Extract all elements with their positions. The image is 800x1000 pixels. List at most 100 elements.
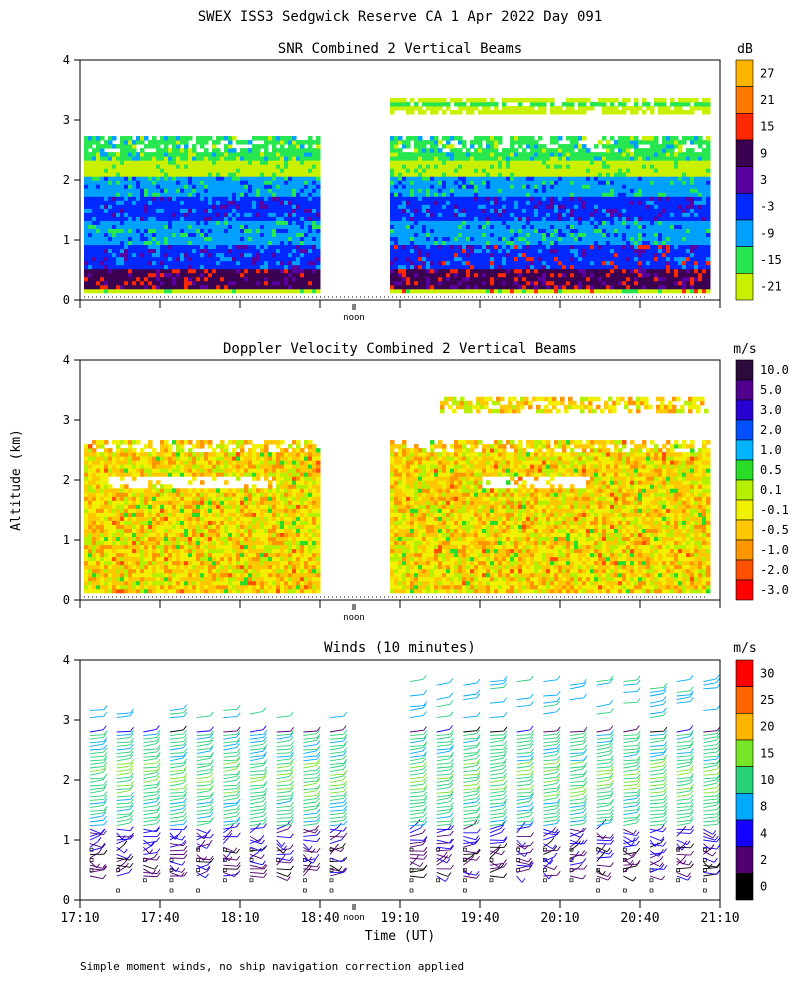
snr-cell xyxy=(450,236,455,242)
snr-cell xyxy=(160,252,165,258)
snr-cell xyxy=(454,244,459,250)
snr-cell xyxy=(160,248,165,254)
snr-cell xyxy=(638,252,643,258)
snr-cell xyxy=(216,256,221,262)
snr-cell xyxy=(284,164,289,169)
snr-cell xyxy=(220,252,225,258)
snr-cell xyxy=(538,144,543,149)
snr-cell xyxy=(510,204,515,209)
snr-cell xyxy=(292,180,297,185)
snr-cell xyxy=(618,264,623,270)
snr-cell xyxy=(462,176,467,181)
snr-cell xyxy=(530,272,535,278)
snr-cell xyxy=(630,188,635,193)
snr-cell xyxy=(626,220,631,225)
snr-cell xyxy=(280,228,285,233)
snr-cell xyxy=(602,288,607,294)
snr-cell xyxy=(304,196,309,201)
snr-cell xyxy=(192,272,197,278)
snr-cell xyxy=(650,264,655,270)
snr-cell xyxy=(156,152,161,157)
snr-cell xyxy=(606,180,611,185)
snr-cell xyxy=(164,220,169,225)
snr-cell xyxy=(92,280,97,286)
snr-cell xyxy=(570,212,575,217)
snr-cell xyxy=(650,136,655,141)
snr-cell xyxy=(252,152,257,157)
snr-cell xyxy=(240,256,245,262)
snr-cell xyxy=(498,276,503,282)
snr-cell xyxy=(566,280,571,286)
snr-cell xyxy=(666,252,671,258)
snr-cell xyxy=(474,280,479,286)
snr-cell xyxy=(292,224,297,229)
snr-cell xyxy=(160,148,165,153)
snr-cell xyxy=(208,168,213,173)
snr-cell xyxy=(228,152,233,157)
snr-cell xyxy=(634,148,639,153)
snr-cell xyxy=(104,172,109,177)
snr-cell xyxy=(586,156,591,161)
snr-cell xyxy=(112,236,117,242)
snr-cell xyxy=(92,272,97,278)
snr-cell xyxy=(160,180,165,185)
snr-cell xyxy=(196,252,201,258)
snr-cell xyxy=(474,208,479,213)
snr-cell xyxy=(296,196,301,201)
snr-cell xyxy=(252,252,257,258)
snr-cell xyxy=(514,232,519,238)
snr-cell xyxy=(434,160,439,165)
snr-cell xyxy=(466,260,471,266)
snr-cell xyxy=(514,152,519,157)
snr-cell xyxy=(426,240,431,246)
snr-cell xyxy=(646,264,651,270)
snr-cell xyxy=(486,212,491,217)
snr-cell xyxy=(390,244,395,250)
snr-cell xyxy=(418,208,423,213)
snr-cell xyxy=(92,184,97,189)
snr-cell xyxy=(458,288,463,294)
snr-cell xyxy=(510,248,515,254)
snr-cell xyxy=(312,200,317,205)
snr-cell xyxy=(196,240,201,246)
snr-cell xyxy=(654,212,659,217)
snr-cell xyxy=(646,280,651,286)
snr-cell xyxy=(498,252,503,258)
snr-cell xyxy=(618,140,623,145)
snr-cell xyxy=(534,172,539,177)
snr-cell xyxy=(474,180,479,185)
snr-cell xyxy=(486,180,491,185)
snr-cell xyxy=(244,180,249,185)
snr-cell xyxy=(204,204,209,209)
snr-cell xyxy=(88,156,93,161)
snr-cell xyxy=(164,252,169,258)
snr-cell xyxy=(100,148,105,153)
snr-cell xyxy=(208,188,213,193)
snr-cell xyxy=(240,164,245,169)
snr-cell xyxy=(152,248,157,254)
snr-cell xyxy=(526,288,531,294)
snr-cell xyxy=(184,172,189,177)
snr-cell xyxy=(232,228,237,233)
snr-cell xyxy=(450,204,455,209)
snr-cell xyxy=(662,140,667,145)
snr-cell xyxy=(626,204,631,209)
snr-cell xyxy=(280,192,285,197)
snr-cell xyxy=(308,204,313,209)
snr-cell xyxy=(390,284,395,290)
snr-cell xyxy=(124,256,129,262)
snr-cell xyxy=(674,248,679,254)
snr-cell xyxy=(418,196,423,201)
snr-cell xyxy=(164,136,169,141)
snr-cell xyxy=(670,260,675,266)
snr-cell xyxy=(498,168,503,173)
snr-cell xyxy=(104,220,109,225)
snr-cell xyxy=(586,276,591,282)
snr-cell xyxy=(104,196,109,201)
snr-cell xyxy=(220,248,225,254)
snr-cell xyxy=(670,152,675,157)
snr-cell xyxy=(430,148,435,153)
snr-cell xyxy=(144,228,149,233)
y-axis-label: Altitude (km) xyxy=(9,429,24,531)
snr-cell xyxy=(220,180,225,185)
